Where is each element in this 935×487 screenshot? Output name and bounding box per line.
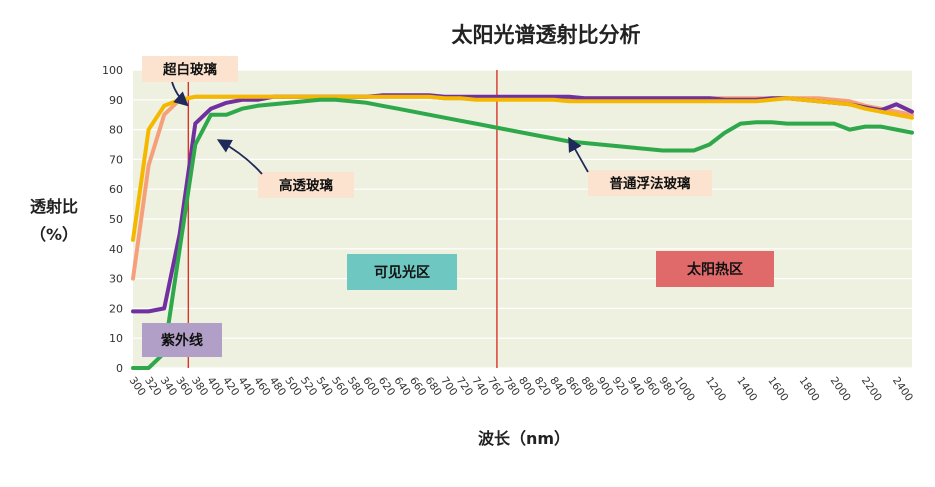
y-tick-label: 0	[116, 362, 123, 375]
y-tick-label: 80	[109, 124, 123, 137]
x-axis-title: 波长（nm）	[478, 429, 570, 448]
y-tick-label: 100	[102, 64, 123, 77]
x-tick-label: 1600	[765, 375, 790, 404]
high-trans-label: 高透玻璃	[279, 177, 333, 194]
high-trans-arrow	[216, 139, 263, 175]
x-tick-label: 1400	[734, 375, 759, 404]
ultra-white-label: 超白玻璃	[162, 61, 217, 78]
visible-region-box	[347, 254, 457, 290]
x-tick-label: 300	[127, 375, 148, 398]
series-line	[131, 97, 914, 370]
chart-title: 太阳光谱透射比分析	[452, 23, 641, 47]
y-tick-label: 50	[109, 213, 123, 226]
solar-heat-region-label: 太阳热区	[687, 261, 743, 278]
y-tick-label: 90	[109, 94, 123, 107]
y-tick-label: 60	[109, 183, 123, 196]
high-trans-label-box	[258, 172, 354, 198]
y-axis-title-line1: 透射比	[30, 197, 78, 216]
ordinary-glass-label-box	[588, 170, 712, 196]
y-tick-label: 10	[109, 332, 123, 345]
y-axis-ticks: 0 10 20 30 40 50 60 70 80 90 100	[102, 64, 123, 375]
y-tick-label: 20	[109, 302, 123, 315]
ultra-white-arrow	[171, 81, 189, 107]
region-dividers	[187, 70, 498, 368]
y-tick-label: 70	[109, 153, 123, 166]
y-tick-label: 40	[109, 243, 123, 256]
x-axis-ticks: 3003203403603804004204404604805005205405…	[127, 375, 916, 404]
x-tick-label: 2200	[859, 375, 884, 404]
ultra-white-label-box	[142, 56, 238, 82]
ordinary-glass-arrow	[568, 136, 589, 173]
y-tick-label: 30	[109, 273, 123, 286]
uv-region-label: 紫外线	[161, 332, 203, 349]
visible-region-label: 可见光区	[374, 264, 430, 281]
y-axis-title-line2: （%）	[30, 225, 78, 244]
ordinary-glass-label: 普通浮法玻璃	[610, 175, 691, 192]
series-line	[131, 94, 914, 242]
x-tick-label: 1200	[703, 375, 728, 404]
x-tick-label: 1800	[796, 375, 821, 404]
series-lines	[131, 93, 914, 370]
x-tick-label: 2000	[828, 375, 853, 404]
x-tick-label: 2400	[890, 375, 915, 404]
uv-region-box	[142, 323, 222, 357]
solar-heat-region-box	[656, 251, 774, 287]
